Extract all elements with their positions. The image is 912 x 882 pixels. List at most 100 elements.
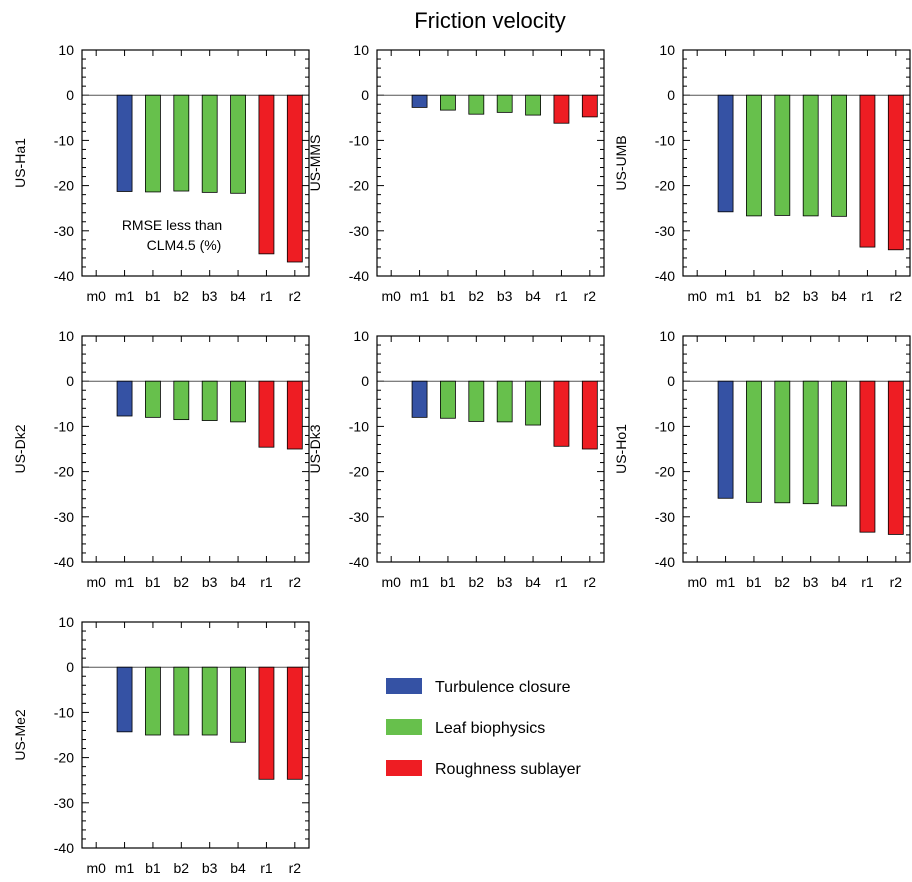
y-axis-label: US-Me2 <box>12 709 28 761</box>
bar-b3 <box>201 380 218 421</box>
legend-swatch-turbulence <box>386 678 422 694</box>
y-tick-label: 0 <box>667 87 675 103</box>
y-tick-label: -10 <box>54 132 74 148</box>
y-tick-label: -20 <box>54 750 74 766</box>
panel-us-dk3: 10 0 -10 -20 -30 -40 m0 m1 b1 b2 b3 b4 r1 r2 US-Dk3 <box>307 328 605 590</box>
bar-m1 <box>717 380 734 499</box>
y-tick-label: 0 <box>66 373 74 389</box>
y-tick-label: -20 <box>54 464 74 480</box>
x-tick-label: m1 <box>115 860 135 876</box>
x-tick-label: b1 <box>145 860 161 876</box>
y-tick-label: -20 <box>349 178 369 194</box>
y-tick-label: -10 <box>349 418 369 434</box>
bar-b3 <box>802 380 819 505</box>
x-tick-label: b4 <box>230 288 246 304</box>
y-tick-label: -40 <box>54 840 74 856</box>
x-tick-label: b1 <box>746 574 762 590</box>
y-tick-label: 10 <box>58 328 74 344</box>
panel-us-mms: 10 0 -10 -20 -30 -40 m0 m1 b1 b2 b3 b4 r1 r2 US-MMS <box>307 42 605 304</box>
bar-b1 <box>440 94 456 111</box>
bar-r1 <box>258 380 275 448</box>
bar-m1 <box>116 94 133 192</box>
bar-m1 <box>116 380 133 417</box>
x-tick-label: b3 <box>202 288 218 304</box>
legend-label-turbulence: Turbulence closure <box>435 679 571 696</box>
y-tick-label: -20 <box>655 178 675 194</box>
x-tick-label: b3 <box>497 288 513 304</box>
bar-r2 <box>887 380 904 535</box>
figure-title: Friction velocity <box>414 8 566 33</box>
x-tick-label: r2 <box>890 288 903 304</box>
x-tick-label: m0 <box>381 288 401 304</box>
plot-frame <box>682 335 911 563</box>
x-tick-label: b2 <box>469 574 485 590</box>
bar-r2 <box>286 94 303 263</box>
y-tick-label: -10 <box>349 132 369 148</box>
x-tick-label: b3 <box>803 574 819 590</box>
x-tick-label: m0 <box>381 574 401 590</box>
bar-b2 <box>774 380 791 504</box>
x-tick-label: b2 <box>469 288 485 304</box>
x-tick-label: m0 <box>86 574 106 590</box>
bar-b4 <box>831 380 847 507</box>
plot-frame <box>682 49 911 277</box>
bar-b1 <box>145 380 161 418</box>
x-tick-label: b4 <box>831 574 847 590</box>
y-tick-label: 10 <box>659 42 675 58</box>
legend: Turbulence closure Leaf biophysics Roughne… <box>386 678 582 778</box>
x-tick-label: b4 <box>831 288 847 304</box>
x-tick-label: m1 <box>115 574 135 590</box>
bar-b3 <box>201 666 218 736</box>
y-tick-label: -20 <box>349 464 369 480</box>
panel-us-ha1: 10 0 -10 -20 -30 -40 m0 m1 b1 b2 b3 b4 r1 r2 US-Ha1 RMS… <box>12 42 310 304</box>
y-tick-label: 10 <box>659 328 675 344</box>
y-tick-label: 10 <box>58 42 74 58</box>
bar-b4 <box>831 94 847 217</box>
y-tick-label: -20 <box>54 178 74 194</box>
bar-b3 <box>802 94 819 217</box>
y-axis-label: US-MMS <box>307 135 323 192</box>
plot-frame <box>81 49 310 277</box>
bar-b2 <box>173 94 190 192</box>
bar-b4 <box>230 94 246 194</box>
panel-us-umb: 10 0 -10 -20 -30 -40 m0 m1 b1 b2 b3 b4 r1 r2 US-UMB <box>613 42 911 304</box>
x-tick-label: r1 <box>260 574 273 590</box>
x-tick-label: r1 <box>861 288 874 304</box>
bar-r1 <box>553 380 570 447</box>
bar-b1 <box>746 380 762 503</box>
y-tick-label: 0 <box>667 373 675 389</box>
x-tick-label: m0 <box>86 860 106 876</box>
annotation-line: RMSE less than <box>122 217 222 233</box>
y-axis-label: US-Dk3 <box>307 424 323 473</box>
y-tick-label: 10 <box>353 42 369 58</box>
y-axis-label: US-Dk2 <box>12 424 28 473</box>
x-tick-label: r1 <box>260 288 273 304</box>
y-tick-label: -30 <box>655 223 675 239</box>
bar-m1 <box>116 666 133 733</box>
bar-m1 <box>411 380 428 418</box>
x-tick-label: b2 <box>775 574 791 590</box>
bar-m1 <box>411 94 428 108</box>
x-tick-label: m1 <box>716 574 736 590</box>
bar-b2 <box>173 666 190 736</box>
bar-r2 <box>286 666 303 780</box>
bar-r1 <box>553 94 570 124</box>
y-tick-label: -40 <box>349 268 369 284</box>
bar-r2 <box>286 380 303 450</box>
bar-r2 <box>581 380 598 450</box>
y-tick-label: -30 <box>349 223 369 239</box>
x-tick-label: b2 <box>174 574 190 590</box>
x-tick-label: r1 <box>555 574 568 590</box>
x-tick-label: r2 <box>289 860 302 876</box>
plot-frame <box>376 335 605 563</box>
y-tick-label: 0 <box>66 659 74 675</box>
x-tick-label: b4 <box>230 860 246 876</box>
bar-b3 <box>496 94 513 113</box>
bar-b2 <box>468 380 485 422</box>
bar-r2 <box>581 94 598 118</box>
bar-b2 <box>774 94 791 216</box>
y-tick-label: 0 <box>66 87 74 103</box>
annotation-line: CLM4.5 (%) <box>147 237 222 253</box>
legend-label-roughness: Roughness sublayer <box>435 761 582 778</box>
bar-b3 <box>496 380 513 423</box>
